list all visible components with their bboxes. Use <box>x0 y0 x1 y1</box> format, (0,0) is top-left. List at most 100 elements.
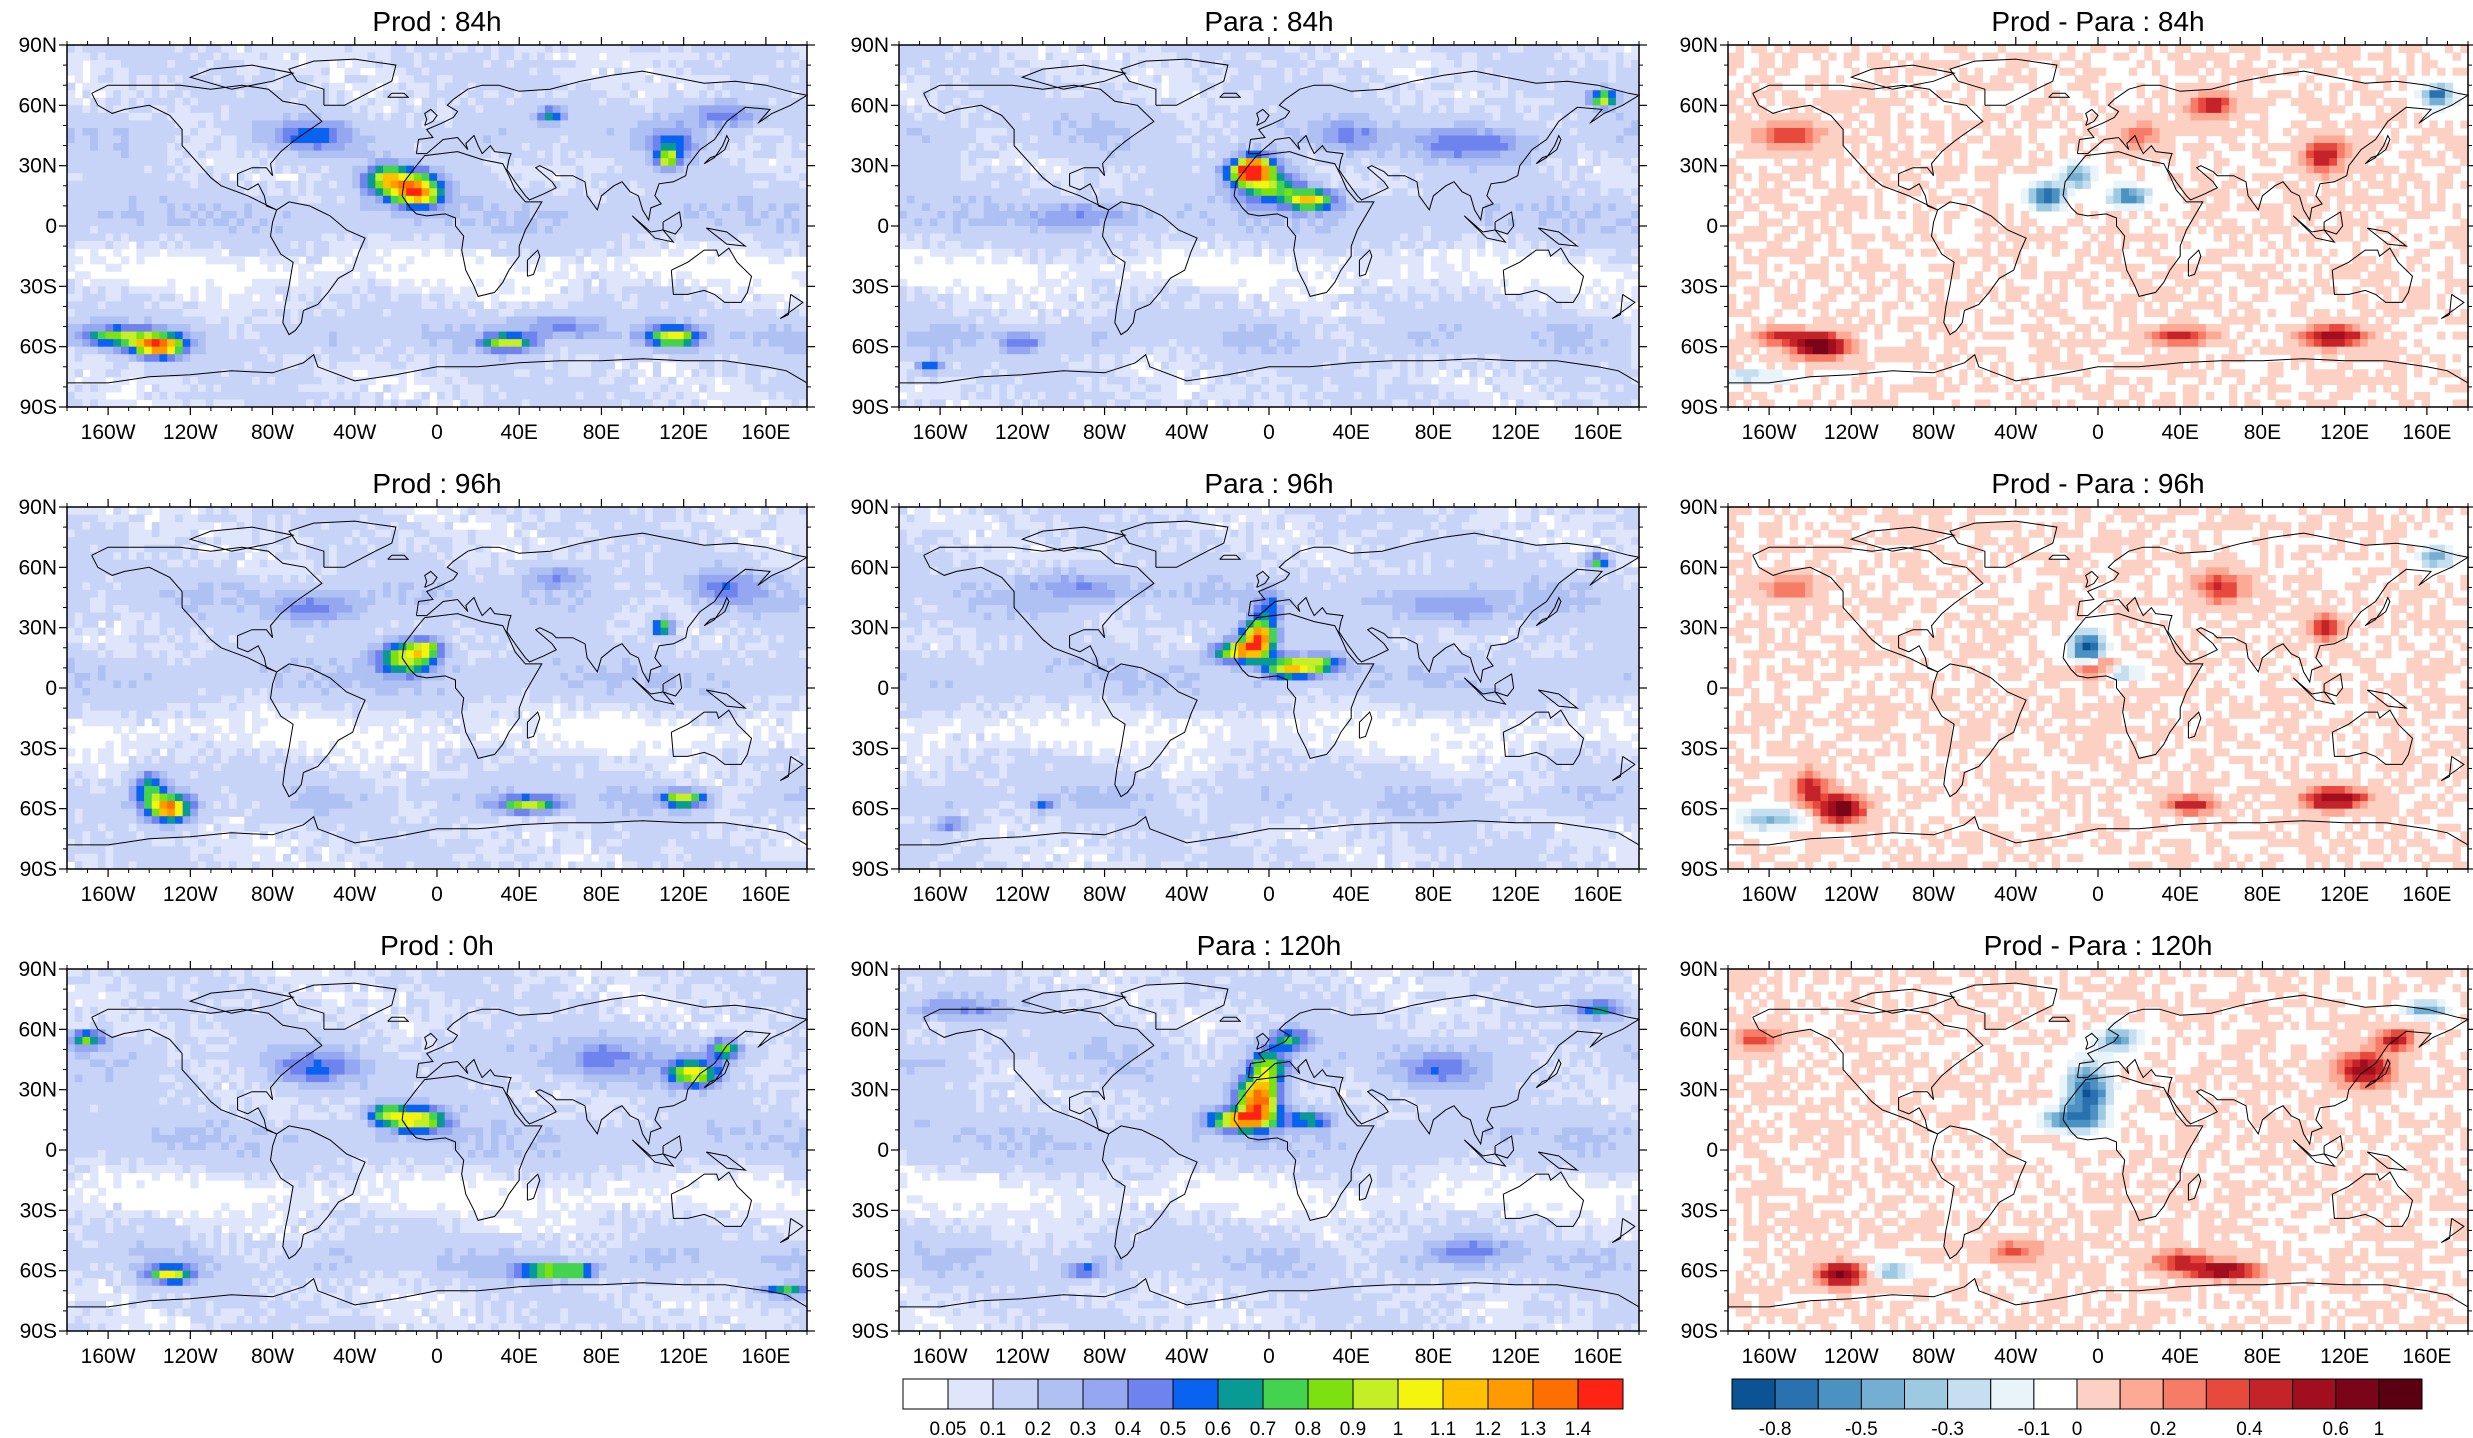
data-cell <box>476 53 484 61</box>
data-cell <box>275 53 283 61</box>
data-cell <box>599 83 607 91</box>
data-cell <box>715 120 723 128</box>
data-cell <box>368 136 376 144</box>
data-cell <box>560 60 568 68</box>
data-cell <box>213 105 221 113</box>
data-cell <box>506 60 514 68</box>
data-cell <box>776 98 784 106</box>
data-cell <box>229 136 237 144</box>
data-cell <box>684 128 692 136</box>
data-cell <box>460 45 468 53</box>
data-cell <box>468 113 476 121</box>
data-cell <box>391 136 399 144</box>
data-cell <box>298 105 306 113</box>
data-cell <box>699 120 707 128</box>
data-cell <box>645 45 653 53</box>
data-cell <box>375 60 383 68</box>
data-cell <box>398 53 406 61</box>
data-cell <box>661 120 669 128</box>
data-cell <box>499 53 507 61</box>
data-cell <box>614 105 622 113</box>
data-cell <box>291 105 299 113</box>
data-cell <box>576 120 584 128</box>
data-cell <box>792 75 800 83</box>
data-cell <box>121 98 129 106</box>
data-cell <box>329 105 337 113</box>
data-cell <box>630 105 638 113</box>
data-cell <box>792 120 800 128</box>
data-cell <box>722 128 730 136</box>
data-cell <box>198 60 206 68</box>
data-cell <box>699 45 707 53</box>
data-cell <box>368 128 376 136</box>
data-cell <box>715 105 723 113</box>
data-cell <box>198 105 206 113</box>
data-cell <box>745 105 753 113</box>
data-cell <box>321 75 329 83</box>
data-cell <box>491 128 499 136</box>
data-cell <box>275 68 283 76</box>
data-cell <box>691 60 699 68</box>
data-cell <box>406 120 414 128</box>
data-cell <box>252 45 260 53</box>
data-cell <box>106 113 114 121</box>
data-cell <box>476 75 484 83</box>
data-cell <box>476 120 484 128</box>
data-cell <box>530 113 538 121</box>
data-cell <box>730 120 738 128</box>
data-cell <box>583 60 591 68</box>
data-cell <box>121 45 129 53</box>
data-cell <box>136 75 144 83</box>
data-cell <box>738 113 746 121</box>
data-cell <box>722 53 730 61</box>
data-cell <box>252 136 260 144</box>
data-cell <box>206 136 214 144</box>
data-cell <box>684 53 692 61</box>
data-cell <box>113 68 121 76</box>
data-cell <box>283 90 291 98</box>
data-cell <box>491 53 499 61</box>
data-cell <box>653 98 661 106</box>
data-cell <box>653 113 661 121</box>
data-cell <box>183 120 191 128</box>
data-cell <box>776 90 784 98</box>
data-cell <box>506 113 514 121</box>
data-cell <box>530 128 538 136</box>
data-cell <box>676 98 684 106</box>
data-cell <box>699 113 707 121</box>
data-cell <box>483 105 491 113</box>
data-cell <box>167 83 175 91</box>
data-cell <box>537 113 545 121</box>
data-cell <box>637 98 645 106</box>
data-cell <box>476 113 484 121</box>
data-cell <box>82 45 90 53</box>
data-cell <box>136 120 144 128</box>
data-cell <box>144 45 152 53</box>
data-cell <box>360 136 368 144</box>
data-cell <box>591 113 599 121</box>
data-cell <box>75 136 83 144</box>
data-cell <box>136 128 144 136</box>
data-cell <box>329 83 337 91</box>
data-cell <box>668 128 676 136</box>
data-cell <box>90 68 98 76</box>
data-cell <box>237 60 245 68</box>
data-cell <box>468 45 476 53</box>
data-cell <box>283 136 291 144</box>
data-cell <box>506 90 514 98</box>
data-cell <box>452 45 460 53</box>
data-cell <box>406 68 414 76</box>
data-cell <box>414 90 422 98</box>
data-cell <box>429 53 437 61</box>
data-cell <box>722 90 730 98</box>
data-cell <box>252 53 260 61</box>
data-cell <box>768 75 776 83</box>
data-cell <box>483 68 491 76</box>
data-cell <box>406 75 414 83</box>
data-cell <box>429 68 437 76</box>
data-cell <box>283 128 291 136</box>
data-cell <box>614 45 622 53</box>
data-cell <box>321 98 329 106</box>
data-cell <box>422 83 430 91</box>
data-cell <box>106 128 114 136</box>
